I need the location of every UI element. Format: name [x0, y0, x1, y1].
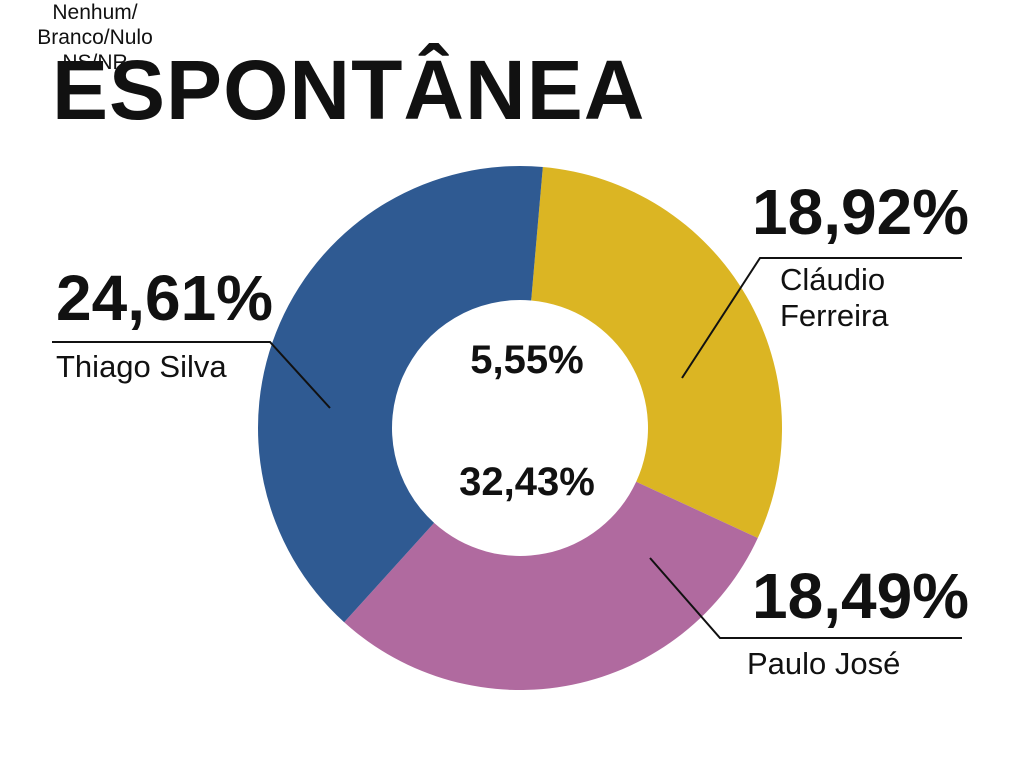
slice-name-paulo: Paulo José — [747, 646, 901, 681]
slice-value-thiago: 24,61% — [56, 262, 274, 334]
leader-line-paulo — [649, 557, 962, 639]
center-name-nenhum: Nenhum/ Branco/Nulo — [37, 1, 153, 50]
donut-slice-thiago — [258, 166, 543, 623]
leader-line-thiago — [52, 341, 331, 409]
slice-value-paulo: 18,49% — [752, 560, 970, 632]
chart-title: ESPONTÂNEA — [52, 43, 646, 137]
donut-slice-claudio — [531, 166, 782, 538]
slice-name-claudio: Cláudio Ferreira — [780, 262, 930, 333]
center-value-nenhum: 5,55% — [470, 338, 584, 382]
slice-name-claudio-text: Cláudio Ferreira — [780, 262, 889, 333]
donut-slice-paulo — [344, 481, 758, 690]
center-name-nsnr: NS/NR — [62, 51, 128, 75]
leader-line-claudio — [681, 257, 962, 379]
center-value-nsnr: 32,43% — [459, 460, 595, 504]
slice-name-thiago: Thiago Silva — [56, 349, 227, 384]
slice-value-claudio: 18,92% — [752, 176, 970, 248]
